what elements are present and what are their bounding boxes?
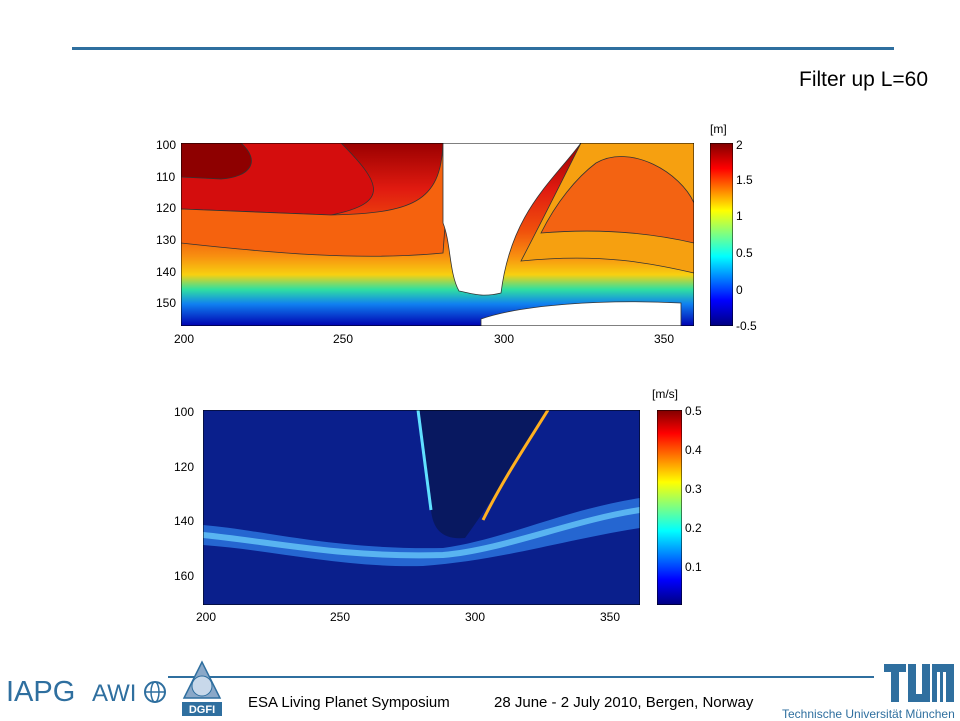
footer-rule xyxy=(168,676,874,678)
bottom-x-tick: 200 xyxy=(196,610,217,624)
land-mask xyxy=(442,143,582,296)
top-cbar-tick: -0.5 xyxy=(736,319,757,333)
bottom-y-tick: 120 xyxy=(174,460,195,474)
top-y-tick: 140 xyxy=(156,265,177,279)
globe-icon xyxy=(144,681,166,703)
iapg-logo: IAPG xyxy=(6,676,76,708)
slide-title: Filter up L=60 xyxy=(799,68,928,91)
dgfi-logo-text: DGFI xyxy=(189,704,215,716)
tum-name: Technische Universität München xyxy=(782,707,955,721)
top-x-tick: 200 xyxy=(174,332,195,346)
footer-dates: 28 June - 2 July 2010, Bergen, Norway xyxy=(494,694,754,711)
tum-logo xyxy=(884,664,954,702)
land-mask-dark xyxy=(418,410,548,539)
top-y-tick: 150 xyxy=(156,296,177,310)
orange-contour xyxy=(181,143,452,257)
top-cbar-tick: 2 xyxy=(736,138,743,152)
footer-event: ESA Living Planet Symposium xyxy=(248,694,450,711)
coast-edge-left xyxy=(416,410,433,511)
velocity-plot xyxy=(203,410,640,605)
top-cbar-tick: 1 xyxy=(736,209,743,223)
top-x-tick: 250 xyxy=(333,332,354,346)
bottom-x-tick: 350 xyxy=(600,610,621,624)
bottom-cbar-tick: 0.4 xyxy=(685,443,702,457)
top-y-tick: 130 xyxy=(156,233,177,247)
bottom-y-tick: 160 xyxy=(174,569,195,583)
header-rule xyxy=(72,47,894,50)
top-cbar-tick: 1.5 xyxy=(736,173,753,187)
top-colorbar xyxy=(710,143,733,326)
bottom-colorbar xyxy=(657,410,682,605)
top-x-tick: 300 xyxy=(494,332,515,346)
bottom-cbar-tick: 0.5 xyxy=(685,404,702,418)
bottom-cbar-tick: 0.2 xyxy=(685,521,702,535)
top-cbar-tick: 0.5 xyxy=(736,246,753,260)
velocity-core xyxy=(203,507,640,559)
top-y-tick: 110 xyxy=(156,170,176,184)
darkred-contour xyxy=(181,143,252,180)
bottom-y-tick: 140 xyxy=(174,514,195,528)
top-x-tick: 350 xyxy=(654,332,675,346)
top-colorbar-unit: [m] xyxy=(710,122,727,136)
dgfi-logo: DGFI xyxy=(182,660,222,716)
bottom-x-tick: 250 xyxy=(330,610,351,624)
bottom-cbar-tick: 0.1 xyxy=(685,560,702,574)
right-red-contour xyxy=(540,156,694,244)
sea-level-plot xyxy=(181,143,694,326)
awi-logo: AWI xyxy=(92,680,137,707)
top-cbar-tick: 0 xyxy=(736,283,743,297)
top-y-tick: 120 xyxy=(156,201,177,215)
bottom-colorbar-unit: [m/s] xyxy=(652,387,678,401)
coast-edge-right xyxy=(481,410,550,521)
top-y-tick: 100 xyxy=(156,138,177,152)
bottom-y-tick: 100 xyxy=(174,405,195,419)
bottom-land xyxy=(480,301,682,326)
bottom-x-tick: 300 xyxy=(465,610,486,624)
bottom-cbar-tick: 0.3 xyxy=(685,482,702,496)
